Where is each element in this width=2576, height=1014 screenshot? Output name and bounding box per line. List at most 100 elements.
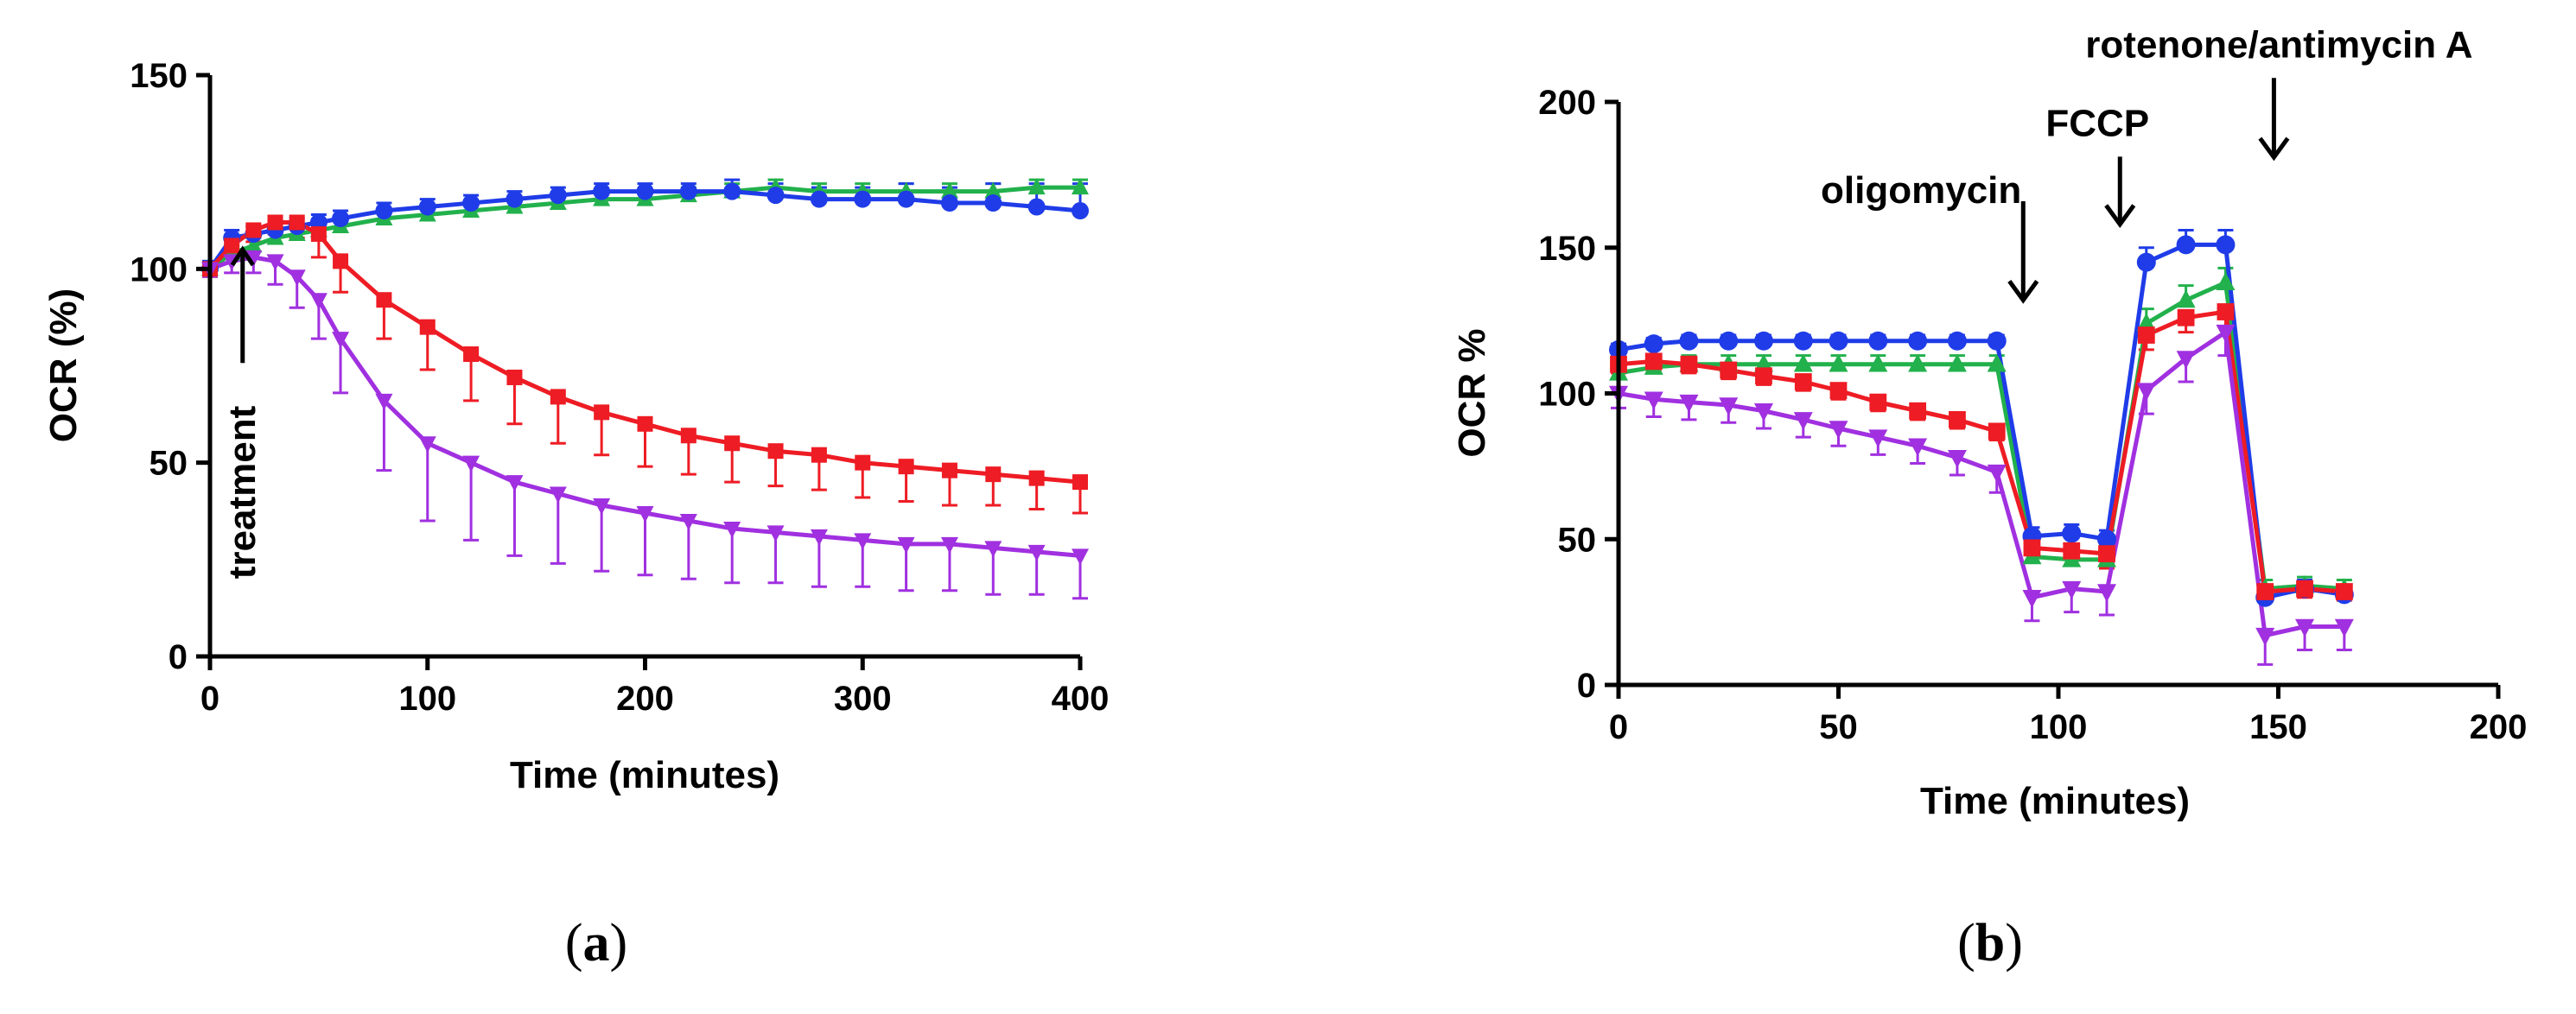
a-red-point (724, 435, 741, 452)
panel-a-label: (a) (565, 914, 627, 973)
a-y-tick-label: 50 (149, 445, 188, 483)
a-purple-point (309, 293, 328, 310)
a-purple-point (854, 533, 872, 550)
b-red-point (1644, 352, 1663, 371)
b-purple-point (1829, 421, 1848, 440)
a-purple-point (1072, 548, 1089, 566)
b-purple-point (2176, 351, 2196, 370)
b-purple-point (2062, 580, 2082, 599)
a-blue-point (723, 182, 741, 200)
a-error-bars (202, 178, 1088, 600)
panel-a-letter: a (583, 914, 610, 973)
b-green-point (1987, 353, 2007, 372)
a-red-point (898, 459, 914, 475)
a-blue-point (854, 190, 872, 208)
b-blue-point (2136, 252, 2156, 272)
a-red-point (463, 346, 480, 363)
a-red-point (637, 415, 653, 432)
b-green-point (2176, 289, 2196, 308)
a-y-tick-label: 150 (130, 57, 188, 95)
b-y-tick-label: 50 (1558, 521, 1597, 559)
b-green-point (1908, 353, 1928, 372)
b-red-point (2098, 545, 2115, 563)
a-blue-point (1027, 198, 1046, 216)
a-y-axis-title: OCR (%) (42, 288, 85, 442)
b-x-tick-label: 200 (2470, 708, 2528, 746)
a-blue-point (636, 182, 654, 200)
a-purple-point (766, 525, 785, 542)
b-blue-point (1829, 331, 1848, 351)
b-purple-point (1644, 391, 1663, 410)
b-purple-point (2295, 618, 2315, 637)
a-red-point (941, 462, 957, 478)
b-red-point (2296, 580, 2313, 598)
b-red-point (2177, 308, 2195, 326)
b-green-point (2136, 313, 2156, 332)
a-x-tick-label: 0 (200, 680, 219, 718)
b-blue-point (2176, 235, 2196, 255)
b-y-tick-label: 150 (1538, 230, 1596, 268)
b-purple-point (2334, 618, 2354, 637)
a-blue-point (1072, 202, 1089, 220)
b-red-point (1949, 410, 1966, 428)
b-blue-point (1987, 331, 2007, 351)
a-x-tick-label: 400 (1052, 680, 1110, 718)
a-annotation-arrowhead (230, 245, 255, 267)
a-green-point (1027, 178, 1046, 195)
a-red-point (419, 319, 436, 335)
a-annotation-text: treatment (221, 405, 264, 579)
a-red-point (506, 369, 523, 385)
a-red-point (267, 214, 283, 231)
a-blue-point (679, 182, 697, 200)
a-red-point (985, 466, 1002, 483)
a-ticks: 0 100 200 300 400 0 50 100 150 (130, 57, 1109, 718)
b-purple-point (1947, 449, 1967, 468)
panel-b-letter: b (1975, 914, 2005, 973)
b-annotation-arrowhead (2007, 280, 2039, 304)
a-red-point (594, 404, 610, 421)
a-annotations: treatment (221, 245, 264, 579)
b-x-tick-label: 50 (1819, 708, 1858, 746)
panel-b-label: (b) (1957, 914, 2023, 973)
a-x-tick-label: 300 (834, 680, 892, 718)
a-purple-point (723, 521, 741, 538)
b-green-point (1753, 353, 1773, 372)
a-red-point (811, 447, 827, 463)
b-red-point (2137, 326, 2155, 344)
a-green-point (245, 236, 263, 253)
b-purple-point (1753, 402, 1773, 421)
b-markers (1609, 235, 2354, 646)
b-x-tick-label: 0 (1609, 708, 1628, 746)
a-purple-point (462, 455, 480, 472)
b-blue-point (2062, 523, 2082, 543)
a-red-point (767, 443, 784, 459)
b-purple-series-line (1618, 330, 2344, 638)
b-purple-point (1679, 394, 1699, 413)
a-markers (201, 178, 1089, 566)
b-green-point (1793, 353, 1813, 372)
a-blue-point (462, 194, 480, 212)
a-red-point (855, 454, 871, 471)
b-blue-point (1947, 331, 1967, 351)
b-ticks: 0 50 100 150 200 0 50 100 150 200 (1538, 84, 2527, 746)
b-purple-point (2096, 584, 2116, 603)
b-red-point (1869, 393, 1887, 411)
b-red-point (2063, 542, 2081, 560)
a-blue-point (984, 194, 1002, 212)
a-blue-point (810, 190, 828, 208)
a-red-point (333, 253, 349, 269)
a-green-point (984, 181, 1002, 199)
a-purple-point (549, 486, 567, 504)
a-y-tick-label: 100 (130, 250, 188, 288)
b-blue-point (1719, 331, 1739, 351)
a-blue-point (766, 187, 785, 205)
b-y-tick-label: 0 (1577, 667, 1596, 705)
b-blue-point (2216, 235, 2236, 255)
a-purple-point (897, 536, 915, 554)
a-x-tick-label: 100 (398, 680, 456, 718)
b-red-point (1680, 355, 1698, 373)
a-green-point (940, 181, 958, 199)
b-red-point (2335, 583, 2353, 600)
